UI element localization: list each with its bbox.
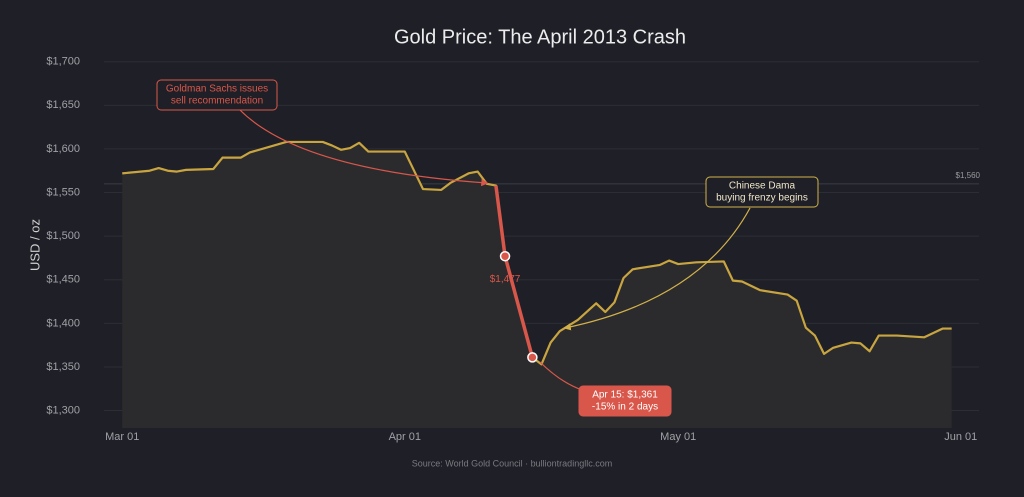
value-label: $1,477 (490, 274, 521, 285)
annotation-text: -15% in 2 days (592, 402, 658, 413)
point-marker (499, 250, 511, 262)
annotation-text: Apr 15: $1,361 (592, 390, 658, 401)
reference-label: $1,560 (956, 171, 981, 180)
source: Source: World Gold Council · bulliontrad… (412, 458, 612, 468)
y-tick-label: $1,300 (46, 404, 80, 416)
y-tick-label: $1,650 (46, 99, 80, 111)
chart-title: Gold Price: The April 2013 Crash (394, 26, 686, 48)
y-tick-label: $1,600 (46, 143, 80, 155)
annotation-text: buying frenzy begins (716, 193, 808, 204)
x-tick-label: Jun 01 (944, 431, 977, 443)
y-tick-label: $1,400 (46, 317, 80, 329)
area (122, 141, 952, 428)
annotation-arrow (539, 361, 583, 391)
point-marker (527, 352, 538, 363)
y-axis-label: USD / oz (27, 219, 42, 271)
annotation-arrow (239, 109, 489, 187)
annotation-text: sell recommendation (171, 96, 263, 107)
annotation-text: Goldman Sachs issues (166, 84, 268, 95)
annotation-box (578, 385, 672, 417)
y-tick-label: $1,550 (46, 186, 80, 198)
x-tick-label: Apr 01 (389, 431, 421, 443)
y-tick-label: $1,350 (46, 361, 80, 373)
x-tick-label: Mar 01 (105, 431, 139, 443)
y-tick-label: $1,700 (46, 56, 80, 68)
annotation-arrow (563, 207, 751, 331)
annotation-box (705, 176, 819, 208)
y-tick-label: $1,500 (46, 230, 80, 242)
line (122, 140, 952, 366)
annotation-text: Chinese Dama (729, 181, 796, 192)
y-tick-label: $1,450 (46, 274, 80, 286)
x-tick-label: May 01 (660, 431, 696, 443)
annotation-box (156, 79, 278, 111)
